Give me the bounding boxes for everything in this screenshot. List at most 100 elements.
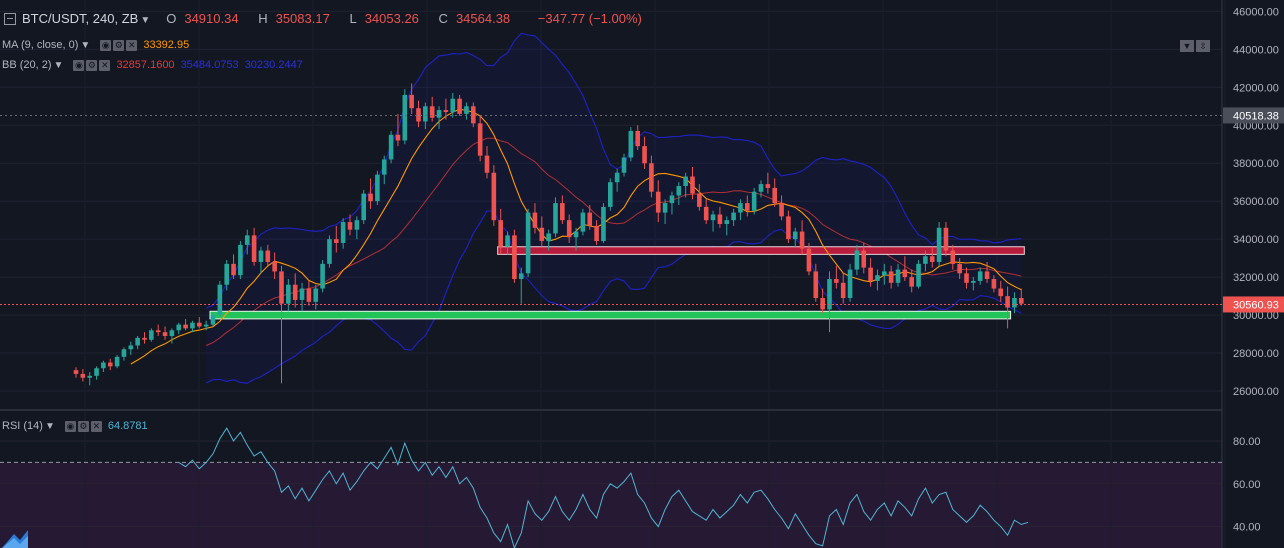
move-pane-down-icon[interactable]: ▼ — [1180, 40, 1194, 52]
bb-lower-line — [205, 210, 1022, 384]
candle-body — [875, 275, 880, 281]
candle-body — [149, 330, 154, 340]
eye-icon[interactable]: ◉ — [100, 39, 112, 51]
resistance-zone — [497, 246, 1025, 255]
maximize-pane-icon[interactable]: ⇳ — [1196, 40, 1210, 52]
rsi-label[interactable]: RSI (14) — [2, 420, 43, 432]
candle-body — [964, 273, 969, 283]
ma-legend: MA (9, close, 0) ▼ ◉ ⚙ ✕ 33392.95 — [0, 39, 189, 51]
candle-body — [244, 235, 250, 245]
candle-body — [272, 261, 277, 272]
candle-body — [539, 227, 545, 242]
candle-body — [984, 271, 990, 280]
chevron-down-icon[interactable]: ▼ — [53, 59, 64, 71]
chevron-down-icon[interactable]: ▼ — [80, 39, 91, 51]
symbol-title[interactable]: BTC/USDT, 240, ZB ▼ — [22, 11, 156, 26]
candle-body — [943, 227, 949, 251]
price-tick-label: 34000.00 — [1233, 234, 1279, 246]
candle-body — [388, 134, 394, 160]
candle-body — [347, 222, 353, 230]
candle-body — [402, 94, 408, 141]
rsi-axis[interactable]: 80.00 60.00 40.00 — [1233, 436, 1261, 534]
candle-body — [690, 176, 695, 194]
candle-body — [827, 279, 832, 310]
gear-icon[interactable]: ⚙ — [77, 420, 89, 432]
candle-body — [183, 324, 188, 329]
candle-body — [669, 195, 675, 204]
candle-body — [882, 271, 887, 276]
candle-body — [457, 98, 462, 114]
candle-body — [279, 271, 284, 304]
candle-body — [334, 239, 339, 243]
last-price-badge — [1223, 296, 1284, 313]
candle-body — [580, 212, 586, 232]
candle-body — [512, 235, 517, 280]
chevron-down-icon[interactable]: ▼ — [44, 420, 55, 432]
price-tick-label: 26000.00 — [1233, 386, 1279, 398]
candle-body — [868, 267, 873, 281]
candle-body — [649, 163, 654, 192]
chevron-down-icon[interactable]: ▼ — [140, 15, 151, 26]
candle-body — [306, 288, 312, 302]
horizontal-zones[interactable] — [209, 246, 1025, 320]
candle-body — [560, 203, 565, 221]
price-axis[interactable]: 46000.0044000.0042000.0040000.0038000.00… — [1233, 6, 1279, 398]
candle-body — [909, 277, 914, 287]
candle-body — [758, 184, 764, 192]
eye-icon[interactable]: ◉ — [64, 420, 76, 432]
candle-body — [847, 269, 853, 299]
candle-body — [258, 250, 264, 262]
candle-body — [197, 322, 202, 327]
candle-body — [745, 203, 750, 211]
bb-fill — [206, 33, 1022, 384]
candle-body — [525, 212, 531, 274]
candle-body — [155, 330, 161, 333]
candle-body — [313, 288, 319, 302]
candle-body — [779, 203, 784, 217]
candle-body — [231, 263, 236, 276]
candle-body — [991, 279, 997, 289]
price-tick-label: 46000.00 — [1233, 6, 1279, 18]
rsi-band-fill — [0, 462, 1222, 548]
candle-body — [423, 106, 428, 122]
candle-body — [628, 130, 634, 158]
candle-body — [436, 110, 442, 118]
ma-label[interactable]: MA (9, close, 0) — [2, 39, 79, 51]
high-price-badge — [1223, 107, 1284, 124]
price-tick-label: 42000.00 — [1233, 82, 1279, 94]
candle-body — [73, 370, 79, 374]
rsi-value: 64.8781 — [107, 420, 148, 432]
candle-body — [238, 244, 243, 276]
candle-body — [594, 225, 599, 242]
tradingview-logo-icon[interactable] — [0, 522, 30, 548]
candle-body — [799, 231, 805, 249]
candle-body — [820, 298, 825, 310]
candle-body — [703, 206, 709, 221]
rsi-series — [0, 427, 1222, 548]
candle-body — [292, 284, 298, 300]
close-icon[interactable]: ✕ — [126, 39, 138, 51]
main-legend: BTC/USDT, 240, ZB ▼ O 34910.34 H 35083.17 L… — [0, 11, 658, 26]
candle-body — [477, 123, 483, 156]
candle-body — [724, 220, 730, 224]
close-icon[interactable]: ✕ — [90, 420, 102, 432]
ohlc-low: L 34053.26 — [349, 11, 419, 26]
gear-icon[interactable]: ⚙ — [113, 39, 125, 51]
close-icon[interactable]: ✕ — [99, 59, 111, 71]
candle-body — [923, 256, 928, 264]
collapse-legend-icon[interactable] — [4, 12, 16, 25]
rsi-legend: RSI (14) ▼ ◉ ⚙ ✕ 64.8781 — [0, 420, 148, 432]
candle-body — [368, 193, 373, 202]
bb-basis-value: 32857.1600 — [116, 59, 175, 71]
candle-body — [518, 273, 524, 280]
candle-body — [251, 235, 257, 262]
candle-body — [861, 250, 867, 268]
candlesticks[interactable] — [73, 83, 1024, 386]
rsi-tick-label: 80.00 — [1233, 436, 1261, 448]
candle-body — [327, 239, 332, 264]
gear-icon[interactable]: ⚙ — [86, 59, 98, 71]
candle-body — [128, 345, 134, 350]
bb-label[interactable]: BB (20, 2) — [2, 59, 52, 71]
eye-icon[interactable]: ◉ — [73, 59, 85, 71]
